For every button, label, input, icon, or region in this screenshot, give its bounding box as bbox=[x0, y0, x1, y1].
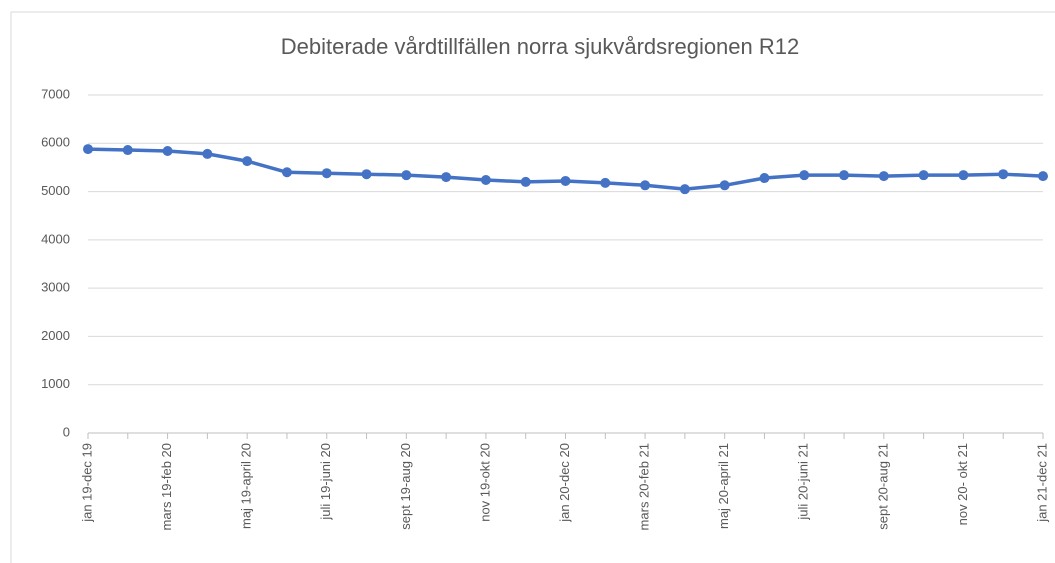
x-tick-label: jan 21-dec 21 bbox=[1034, 443, 1049, 523]
point-marker bbox=[998, 169, 1009, 180]
x-tick-label: nov 20- okt 21 bbox=[955, 443, 970, 525]
point-marker bbox=[719, 180, 730, 191]
x-tick-label: jan 20-dec 20 bbox=[557, 443, 572, 523]
y-tick-label: 5000 bbox=[41, 183, 70, 198]
point-marker bbox=[759, 173, 770, 184]
point-marker bbox=[918, 170, 929, 181]
point-marker bbox=[122, 145, 133, 156]
y-tick-label: 0 bbox=[63, 424, 70, 439]
y-tick-label: 7000 bbox=[41, 86, 70, 101]
point-marker bbox=[679, 184, 690, 195]
x-tick-label: maj 20-april 21 bbox=[716, 443, 731, 529]
point-marker bbox=[520, 176, 531, 187]
x-tick-label: sept 19-aug 20 bbox=[398, 443, 413, 530]
y-tick-label: 1000 bbox=[41, 376, 70, 391]
point-marker bbox=[361, 169, 372, 180]
point-marker bbox=[162, 146, 173, 157]
x-tick-label: nov 19-okt 20 bbox=[477, 443, 492, 522]
x-tick-label: mars 20-feb 21 bbox=[637, 443, 652, 530]
point-marker bbox=[560, 175, 571, 186]
x-tick-label: sept 20-aug 21 bbox=[875, 443, 890, 530]
point-marker bbox=[1038, 171, 1048, 182]
point-marker bbox=[640, 180, 651, 191]
x-tick-label: maj 19-april 20 bbox=[239, 443, 254, 529]
chart-frame bbox=[10, 11, 1055, 563]
point-marker bbox=[202, 148, 213, 159]
point-marker bbox=[441, 172, 452, 183]
point-marker bbox=[242, 156, 253, 167]
point-marker bbox=[799, 170, 810, 181]
x-tick-label: juli 20-juni 21 bbox=[796, 443, 811, 521]
x-tick-label: juli 19-juni 20 bbox=[318, 443, 333, 521]
point-marker bbox=[321, 168, 332, 179]
y-tick-label: 4000 bbox=[41, 231, 70, 246]
point-marker bbox=[958, 170, 969, 181]
point-marker bbox=[480, 174, 491, 185]
point-marker bbox=[281, 167, 292, 178]
point-marker bbox=[839, 170, 850, 181]
point-marker bbox=[878, 171, 889, 182]
y-tick-label: 3000 bbox=[41, 280, 70, 295]
y-tick-label: 6000 bbox=[41, 135, 70, 150]
point-marker bbox=[600, 177, 611, 188]
point-marker bbox=[83, 144, 93, 155]
y-tick-label: 2000 bbox=[41, 328, 70, 343]
x-tick-label: jan 19-dec 19 bbox=[79, 443, 94, 523]
point-marker bbox=[401, 170, 412, 181]
x-tick-label: mars 19-feb 20 bbox=[159, 443, 174, 530]
chart-title: Debiterade vårdtillfällen norra sjukvård… bbox=[281, 34, 800, 59]
